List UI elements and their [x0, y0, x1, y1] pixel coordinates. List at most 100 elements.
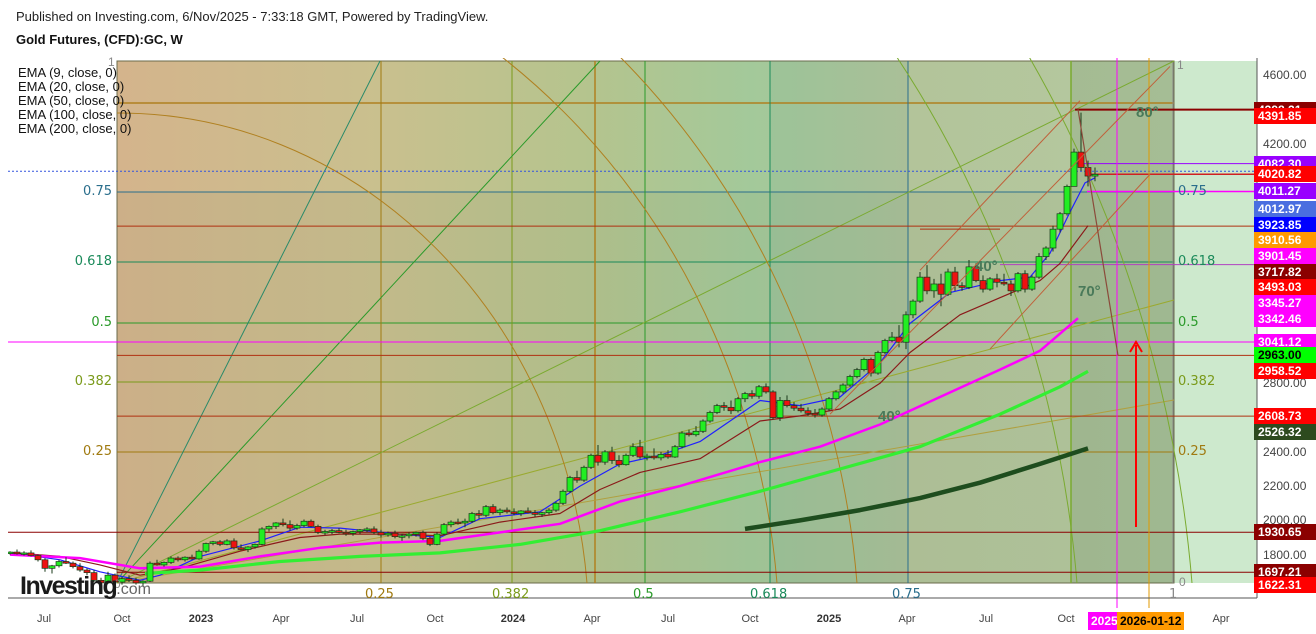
fib-price-label: 0.382	[74, 374, 112, 389]
candle-up	[846, 376, 854, 386]
fib-price-label: 0.618	[74, 254, 112, 269]
angle-label: 40°	[878, 408, 901, 425]
price-label: 1930.65	[1254, 524, 1316, 541]
candle-down	[531, 512, 539, 515]
trend-channel	[989, 174, 1151, 350]
price-label: 4012.97	[1254, 200, 1316, 217]
angle-label: 40°	[975, 258, 998, 275]
gann-corner-label: 1	[1177, 58, 1184, 72]
candle-up	[48, 565, 56, 569]
candle-down	[279, 522, 287, 526]
fib-time-label: 0.75	[892, 587, 921, 602]
fib-time-label: 1	[1169, 587, 1178, 602]
fib-zone	[770, 61, 908, 583]
candle-up	[20, 552, 28, 555]
legend-ema-100[interactable]: EMA (100, close, 0)	[18, 107, 132, 122]
candle-down	[650, 455, 658, 459]
candle-down	[524, 510, 532, 514]
candle-up	[601, 451, 609, 463]
time-tick: Oct	[426, 613, 444, 625]
candle-up	[860, 359, 868, 370]
candle-up	[818, 408, 826, 416]
candle-up	[146, 562, 154, 582]
candle-up	[139, 580, 147, 584]
candle-down	[867, 359, 875, 374]
candle-up	[881, 340, 889, 353]
candle-up	[167, 557, 175, 563]
time-tick: Jul	[349, 613, 365, 625]
candle-down	[426, 538, 434, 545]
candle-down	[608, 451, 616, 461]
candle-up	[839, 384, 847, 393]
gann-fan-line	[116, 60, 1175, 584]
price-label: 4391.85	[1254, 108, 1316, 125]
candle-down	[1077, 151, 1085, 168]
fib-zone	[1071, 61, 1174, 583]
fib-price-label: 0.382	[1178, 374, 1216, 389]
candle-up	[265, 526, 273, 530]
fib-price-label: 0.5	[91, 315, 112, 330]
price-tick: 2800.00	[1263, 376, 1307, 391]
candle-down	[790, 405, 798, 409]
ema-lines	[9, 177, 1096, 581]
candle-up	[678, 432, 686, 448]
price-label: 3901.45	[1254, 248, 1316, 265]
candle-down	[13, 551, 21, 555]
legend-ema-200[interactable]: EMA (200, close, 0)	[18, 121, 132, 136]
time-tick: Jul	[660, 613, 676, 625]
time-tick: Apr	[898, 613, 916, 625]
candle-down	[174, 557, 182, 561]
legend-ema-9[interactable]: EMA (9, close, 0)	[18, 65, 117, 80]
candle-up	[1056, 213, 1064, 230]
candle-down	[41, 559, 49, 569]
candle-down	[1007, 283, 1015, 292]
candle-up	[559, 490, 567, 504]
candle-down	[34, 555, 42, 561]
candle-up	[55, 561, 63, 567]
angle-label: 70°	[1078, 283, 1101, 300]
chart-title: Gold Futures, (CFD):GC, W	[16, 32, 183, 47]
candle-up	[468, 513, 476, 522]
candle-up	[671, 446, 679, 458]
time-tick: 2025	[816, 613, 842, 625]
candle-up	[713, 405, 721, 413]
legend-ema-20[interactable]: EMA (20, close, 0)	[18, 79, 125, 94]
candle-down	[797, 407, 805, 412]
candle-down	[769, 391, 777, 418]
legend-ema-50[interactable]: EMA (50, close, 0)	[18, 93, 125, 108]
candle-down	[1021, 273, 1029, 290]
trend-channel	[919, 100, 1081, 271]
candle-down	[111, 574, 119, 583]
candle-down	[923, 276, 931, 292]
price-tick: 1800.00	[1263, 547, 1307, 562]
fib-time-label: 0.5	[633, 587, 654, 602]
candle-down	[594, 454, 602, 463]
drawing-overlays: 80° 40° 70° 40° 1 1 0 0	[108, 55, 1186, 591]
gann-corner-label: 1	[108, 55, 115, 69]
price-label: 2958.52	[1254, 363, 1316, 380]
candle-down	[573, 477, 581, 481]
candle-up	[1042, 247, 1050, 257]
price-label: 2963.00	[1254, 347, 1316, 364]
candle-up	[118, 578, 126, 583]
candle-up	[832, 391, 840, 400]
candle-down	[62, 561, 70, 564]
candle-down	[377, 532, 385, 536]
ema100-line	[144, 369, 1089, 576]
candle-up	[223, 540, 231, 545]
candle-up	[580, 466, 588, 481]
candle-up	[8, 551, 14, 554]
time-tick: Apr	[1212, 613, 1230, 625]
candle-up	[657, 454, 665, 459]
candle-down	[475, 513, 483, 516]
candle-down	[979, 280, 987, 290]
candle-up	[853, 369, 861, 377]
candle-down	[510, 511, 518, 514]
candle-down	[314, 526, 322, 533]
candle-up	[461, 520, 469, 524]
candle-down	[76, 566, 84, 571]
candle-up	[909, 300, 917, 316]
fib-price-label: 0.25	[83, 444, 112, 459]
candle-down	[972, 266, 980, 281]
